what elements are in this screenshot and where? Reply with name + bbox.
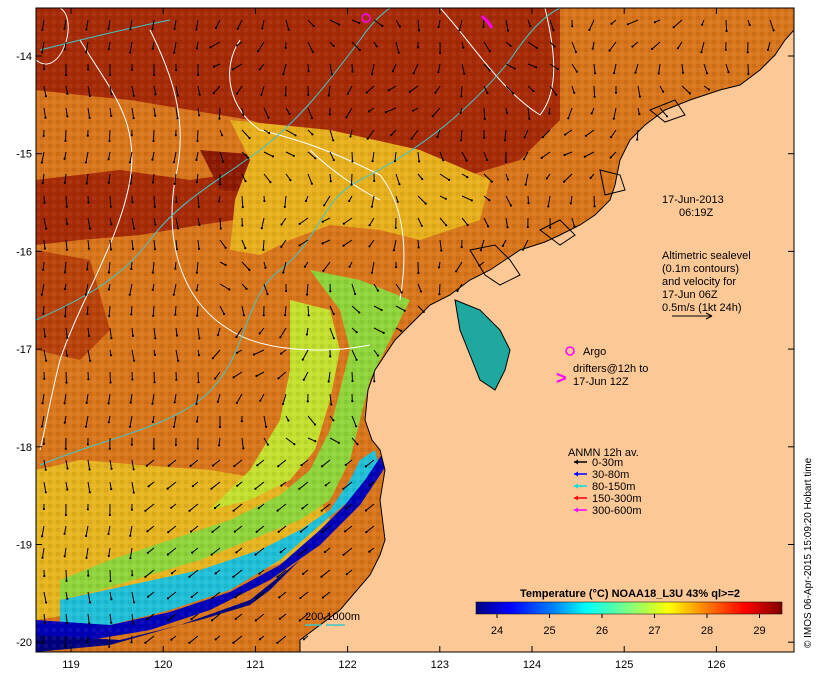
credit-text: © IMOS 06-Apr-2015 15:09:20 Hobart time [803, 457, 814, 648]
anmn-legend-title: ANMN 12h av. [568, 447, 639, 459]
x-tick-label: 124 [523, 659, 541, 671]
y-tick-label: -17 [16, 344, 32, 356]
plot-frame [35, 7, 795, 653]
colorbar-tick-label: 24 [491, 625, 503, 637]
x-tick-label: 120 [154, 659, 172, 671]
sealevel-contours [36, 8, 555, 451]
colorbar-tick-label: 26 [596, 625, 608, 637]
y-tick-label: -14 [16, 51, 32, 63]
x-tick-label: 125 [615, 659, 633, 671]
drifters-legend-line-2: 17-Jun 12Z [573, 376, 629, 388]
x-tick-label: 126 [707, 659, 725, 671]
altimetry-line-2: (0.1m contours) [662, 263, 739, 275]
map-date: 17-Jun-2013 [662, 194, 724, 206]
anmn-legend-label: 300-600m [592, 505, 642, 517]
drifter-track [480, 14, 494, 29]
x-axis: 119 120 121 122 123 124 125 126 [62, 8, 726, 671]
land-mass [299, 8, 794, 652]
colorbar [475, 601, 783, 615]
anmn-legend-label: 0-30m [592, 457, 623, 469]
altimetry-line-4: 17-Jun 06Z [662, 289, 718, 301]
colorbar-tick-label: 27 [648, 625, 660, 637]
altimetry-line-5: 0.5m/s (1kt 24h) [662, 302, 741, 314]
x-tick-label: 119 [62, 659, 80, 671]
y-tick-label: -19 [16, 540, 32, 552]
map-time: 06:19Z [679, 207, 714, 219]
bathymetry-label: 200 1000m [305, 611, 360, 623]
x-tick-label: 123 [431, 659, 449, 671]
y-tick-label: -20 [16, 637, 32, 649]
altimetry-line-1: Altimetric sealevel [662, 250, 751, 262]
velocity-arrows [40, 19, 775, 648]
coast-inlet [454, 299, 511, 391]
drifters-legend-line-1: drifters@12h to [573, 363, 648, 375]
colorbar-tick-label: 29 [753, 625, 765, 637]
y-axis: -14 -15 -16 -17 -18 -19 -20 [16, 51, 794, 649]
drifters-legend-icon: > [556, 368, 567, 388]
altimetry-line-3: and velocity for [662, 276, 736, 288]
anmn-legend-label: 30-80m [592, 469, 629, 481]
colorbar-tick-label: 25 [543, 625, 555, 637]
colorbar-tick-label: 28 [701, 625, 713, 637]
y-tick-label: -18 [16, 442, 32, 454]
x-tick-label: 121 [246, 659, 264, 671]
velocity-scale-arrow [672, 312, 713, 320]
coast-islands [469, 99, 686, 286]
argo-legend-icon [565, 346, 575, 356]
x-tick-label: 122 [338, 659, 356, 671]
y-tick-label: -16 [16, 246, 32, 258]
argo-float-marker [361, 13, 371, 23]
colorbar-title: Temperature (°C) NOAA18_L3U 43% ql>=2 [520, 588, 740, 600]
colorbar-ticks: 24 25 26 27 28 29 [491, 614, 766, 637]
anmn-legend-label: 80-150m [592, 481, 635, 493]
y-tick-label: -15 [16, 149, 32, 161]
argo-legend-label: Argo [583, 346, 606, 358]
anmn-legend-label: 150-300m [592, 493, 642, 505]
